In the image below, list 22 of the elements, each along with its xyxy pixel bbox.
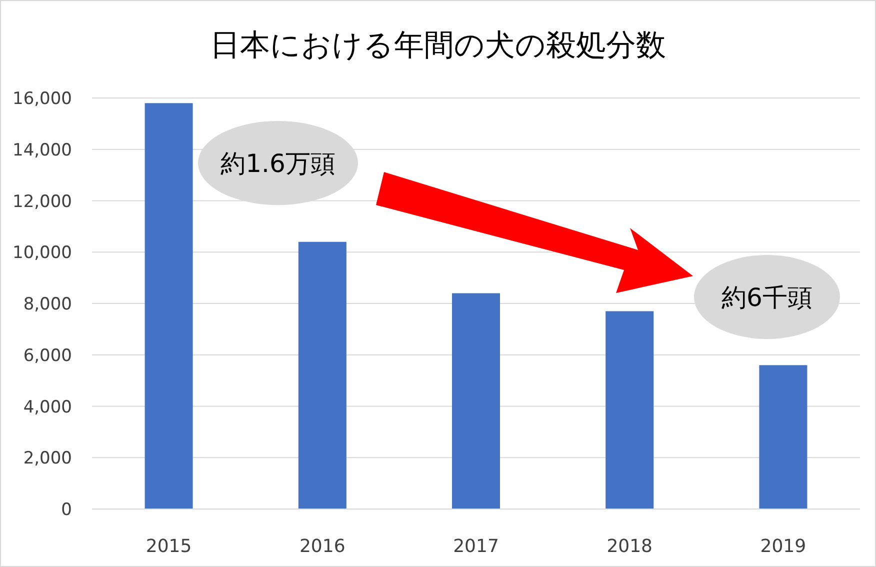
x-tick-label: 2019 — [760, 536, 806, 557]
chart-title: 日本における年間の犬の殺処分数 — [210, 28, 666, 63]
annotation: 約1.6万頭 — [220, 149, 336, 178]
bar — [606, 311, 654, 509]
bar — [759, 365, 808, 509]
bar — [452, 293, 500, 509]
y-tick-label: 14,000 — [12, 140, 72, 160]
annotation: 約6千頭 — [722, 283, 812, 312]
y-tick-label: 12,000 — [12, 192, 72, 212]
x-tick-label: 2015 — [146, 536, 192, 557]
y-tick-label: 10,000 — [12, 243, 72, 264]
y-tick-label: 8,000 — [23, 294, 72, 314]
x-tick-label: 2018 — [606, 536, 653, 557]
y-tick-label: 2,000 — [23, 448, 72, 469]
y-tick-label: 4,000 — [23, 397, 72, 418]
x-tick-label: 2017 — [453, 536, 499, 557]
y-tick-label: 6,000 — [23, 346, 72, 366]
y-tick-label: 0 — [61, 500, 72, 520]
bar — [298, 242, 346, 509]
x-tick-label: 2016 — [299, 536, 346, 557]
bar — [144, 103, 193, 509]
y-tick-label: 16,000 — [12, 89, 72, 109]
